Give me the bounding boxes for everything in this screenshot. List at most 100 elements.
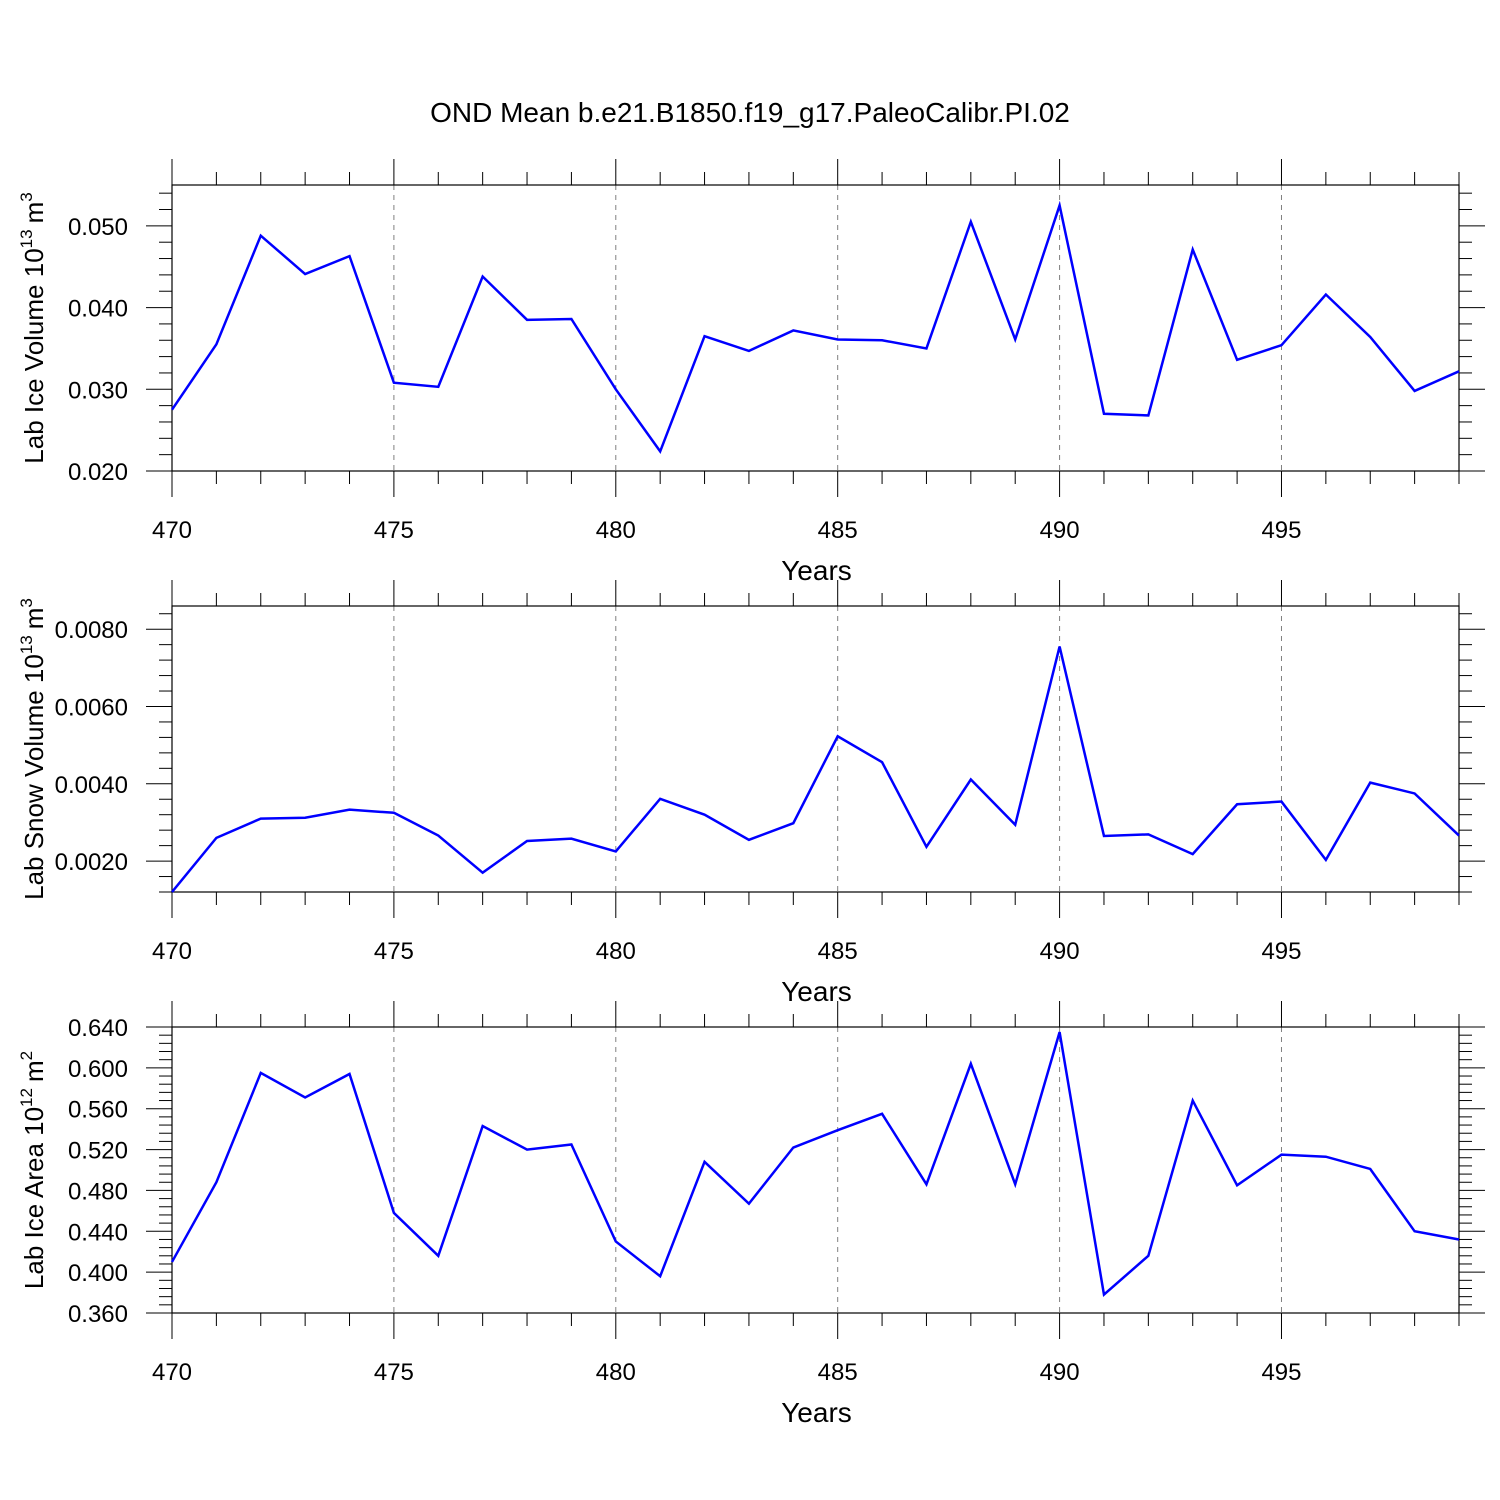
data-point <box>570 318 573 321</box>
y-axis-title: Lab Ice Area 1012 m2 <box>17 1051 49 1289</box>
x-tick-label: 475 <box>374 517 414 544</box>
data-point <box>792 329 795 332</box>
data-point <box>526 1148 529 1151</box>
data-point <box>925 1183 928 1186</box>
data-point <box>1413 389 1416 392</box>
x-tick-label: 490 <box>1040 938 1080 965</box>
data-point <box>1058 645 1061 648</box>
plot-frame <box>171 1026 1460 1314</box>
y-tick-label: 0.480 <box>68 1178 128 1205</box>
data-point <box>526 839 529 842</box>
x-tick-label: 495 <box>1261 517 1301 544</box>
data-point <box>1191 853 1194 856</box>
data-point <box>1058 204 1061 207</box>
x-tick-label: 485 <box>818 517 858 544</box>
data-point <box>171 408 174 411</box>
y-axis-title-unit-exponent: 2 <box>17 1051 36 1060</box>
x-tick-label: 480 <box>596 1359 636 1386</box>
data-point <box>703 335 706 338</box>
data-point <box>215 343 218 346</box>
data-point <box>1191 248 1194 251</box>
data-point <box>215 1181 218 1184</box>
data-point <box>1236 1184 1239 1187</box>
chart-panel-3: 470 475 480 485 490 495 0.360 0.400 0.440 0.480 0.… <box>17 1001 1485 1428</box>
data-point <box>437 834 440 837</box>
y-axis-title: Lab Ice Volume 1013 m3 <box>17 192 49 463</box>
y-tick-label: 0.600 <box>68 1056 128 1083</box>
data-point <box>392 811 395 814</box>
data-point <box>969 1062 972 1065</box>
data-point <box>1191 1099 1194 1102</box>
data-point <box>304 816 307 819</box>
data-point <box>259 1071 262 1074</box>
y-axis-title-main: Lab Snow Volume 10 <box>19 654 49 900</box>
y-axis-title-unit-exponent: 3 <box>17 598 36 607</box>
data-point <box>1369 1167 1372 1170</box>
data-point <box>925 845 928 848</box>
data-point <box>481 1125 484 1128</box>
y-tick-label: 0.050 <box>68 214 128 241</box>
y-axis-title-exponent: 12 <box>17 1088 36 1107</box>
x-tick-label: 475 <box>374 938 414 965</box>
data-point <box>348 1072 351 1075</box>
data-point <box>1369 781 1372 784</box>
x-axis-title: Years <box>781 1397 852 1428</box>
data-point <box>259 817 262 820</box>
data-point <box>1458 834 1461 837</box>
data-point <box>1014 338 1017 341</box>
data-point <box>703 813 706 816</box>
data-point <box>1014 823 1017 826</box>
data-point <box>969 220 972 223</box>
y-tick-label: 0.520 <box>68 1138 128 1165</box>
data-point <box>659 1275 662 1278</box>
y-tick-label: 0.360 <box>68 1301 128 1328</box>
data-point <box>570 837 573 840</box>
data-point <box>1458 1238 1461 1241</box>
data-point <box>1147 1254 1150 1257</box>
x-tick-label: 495 <box>1261 938 1301 965</box>
data-point <box>1147 833 1150 836</box>
data-point <box>1369 335 1372 338</box>
data-point <box>836 1129 839 1132</box>
data-point <box>659 450 662 453</box>
data-point <box>1236 803 1239 806</box>
y-tick-label: 0.0040 <box>55 772 128 799</box>
data-point <box>925 347 928 350</box>
data-point <box>348 808 351 811</box>
y-tick-label: 0.0080 <box>55 617 128 644</box>
data-point <box>747 1202 750 1205</box>
data-point <box>1147 414 1150 417</box>
series-line <box>170 1031 1460 1298</box>
x-tick-label: 470 <box>152 517 192 544</box>
data-point <box>614 850 617 853</box>
y-axis-title-main: Lab Ice Volume 10 <box>19 248 49 463</box>
data-point <box>1236 358 1239 361</box>
data-point <box>526 318 529 321</box>
data-point <box>1280 800 1283 803</box>
data-point <box>1324 293 1327 296</box>
x-tick-label: 470 <box>152 938 192 965</box>
plot-frame <box>171 184 1460 472</box>
data-point <box>304 273 307 276</box>
data-point <box>1102 412 1105 415</box>
x-tick-label: 470 <box>152 1359 192 1386</box>
x-tick-label: 485 <box>818 1359 858 1386</box>
data-point <box>304 1096 307 1099</box>
data-point <box>392 1211 395 1214</box>
data-point <box>792 822 795 825</box>
y-axis-title-exponent: 13 <box>17 229 36 248</box>
data-point <box>659 797 662 800</box>
data-point <box>1280 344 1283 347</box>
data-point <box>392 381 395 384</box>
data-point <box>437 1254 440 1257</box>
data-point <box>1413 1230 1416 1233</box>
y-tick-label: 0.0060 <box>55 694 128 721</box>
data-point <box>969 778 972 781</box>
data-point <box>1324 1155 1327 1158</box>
plot-frame <box>171 605 1460 893</box>
x-tick-label: 475 <box>374 1359 414 1386</box>
data-point <box>792 1146 795 1149</box>
y-axis-title-main: Lab Ice Area 10 <box>19 1107 49 1289</box>
data-point <box>747 349 750 352</box>
